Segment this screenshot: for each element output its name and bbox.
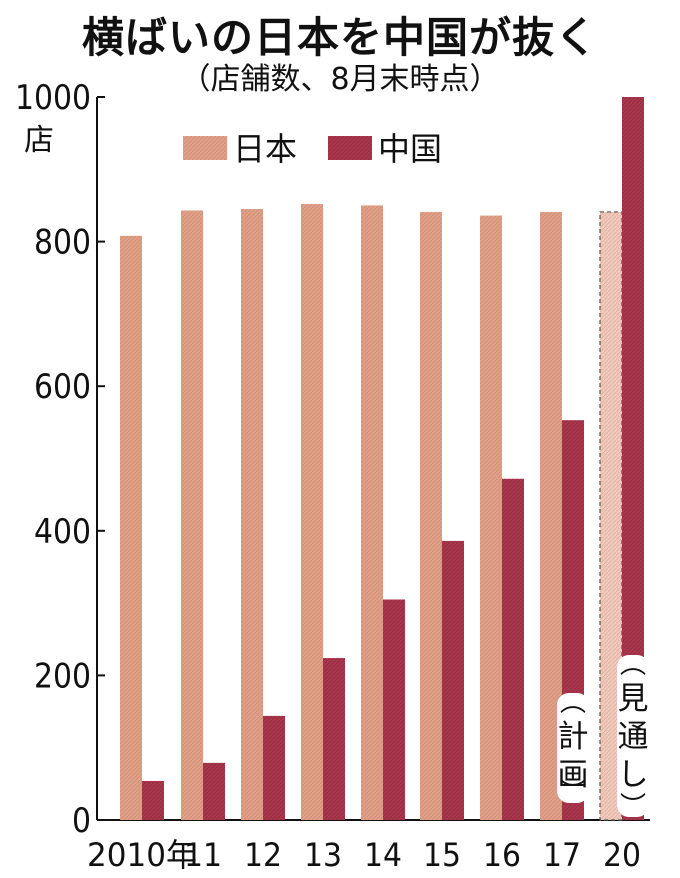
legend-china-label: 中国 bbox=[378, 130, 442, 168]
y-tick-label: 600 bbox=[34, 367, 91, 407]
bar-china bbox=[442, 540, 464, 820]
bar-china bbox=[203, 762, 225, 820]
bar-japan bbox=[241, 209, 263, 820]
bar-japan bbox=[420, 211, 442, 820]
legend-japan-swatch bbox=[183, 136, 227, 160]
annotation-box bbox=[617, 655, 649, 817]
bar-japan bbox=[361, 205, 383, 820]
y-axis-unit-label: 店 bbox=[24, 123, 54, 158]
bar-china bbox=[383, 599, 405, 820]
y-tick-label: 200 bbox=[34, 656, 91, 696]
annotation-paren-open: ︵ bbox=[620, 650, 646, 680]
x-tick-label: 15 bbox=[423, 836, 461, 874]
x-tick-label: 2010年 bbox=[87, 836, 197, 874]
bar-china bbox=[323, 658, 345, 820]
annotation-char: 見 bbox=[618, 681, 649, 717]
y-tick-label: 1000 bbox=[15, 78, 91, 118]
bar-japan bbox=[301, 204, 323, 820]
bar-china bbox=[502, 478, 524, 820]
legend-china-swatch bbox=[328, 136, 372, 160]
y-tick-label: 0 bbox=[72, 801, 91, 841]
annotation-char: し bbox=[618, 757, 649, 793]
annotation-char: 計 bbox=[558, 719, 589, 755]
x-tick-label: 12 bbox=[244, 836, 282, 874]
x-tick-label: 16 bbox=[483, 836, 521, 874]
x-tick-label: 20 bbox=[603, 836, 641, 874]
annotation-char: 通 bbox=[618, 719, 649, 755]
annotation-box bbox=[557, 693, 589, 803]
bar-japan bbox=[181, 210, 203, 821]
annotation-paren-open: ︵ bbox=[560, 688, 586, 718]
y-tick-label: 800 bbox=[34, 223, 91, 263]
annotation-paren-close: ︶ bbox=[620, 792, 646, 822]
chart-subtitle: （店舗数、8月末時点） bbox=[180, 62, 500, 97]
annotation-char: 画 bbox=[558, 757, 589, 793]
x-tick-label: 17 bbox=[543, 836, 581, 874]
bar-china bbox=[263, 715, 285, 820]
bar-japan bbox=[120, 235, 142, 821]
x-tick-label: 13 bbox=[304, 836, 342, 874]
annotation-paren-close: ︶ bbox=[560, 778, 586, 808]
legend-japan-label: 日本 bbox=[233, 130, 297, 168]
x-tick-label: 14 bbox=[364, 836, 402, 874]
bar-china bbox=[622, 97, 644, 820]
y-tick-label: 400 bbox=[34, 512, 91, 552]
bar-japan bbox=[599, 211, 623, 821]
bar-china bbox=[142, 780, 164, 820]
bar-japan bbox=[540, 211, 562, 820]
chart-title: 横ばいの日本を中国が抜く bbox=[81, 13, 598, 62]
x-tick-label: 11 bbox=[184, 836, 222, 874]
bar-japan bbox=[480, 215, 502, 820]
